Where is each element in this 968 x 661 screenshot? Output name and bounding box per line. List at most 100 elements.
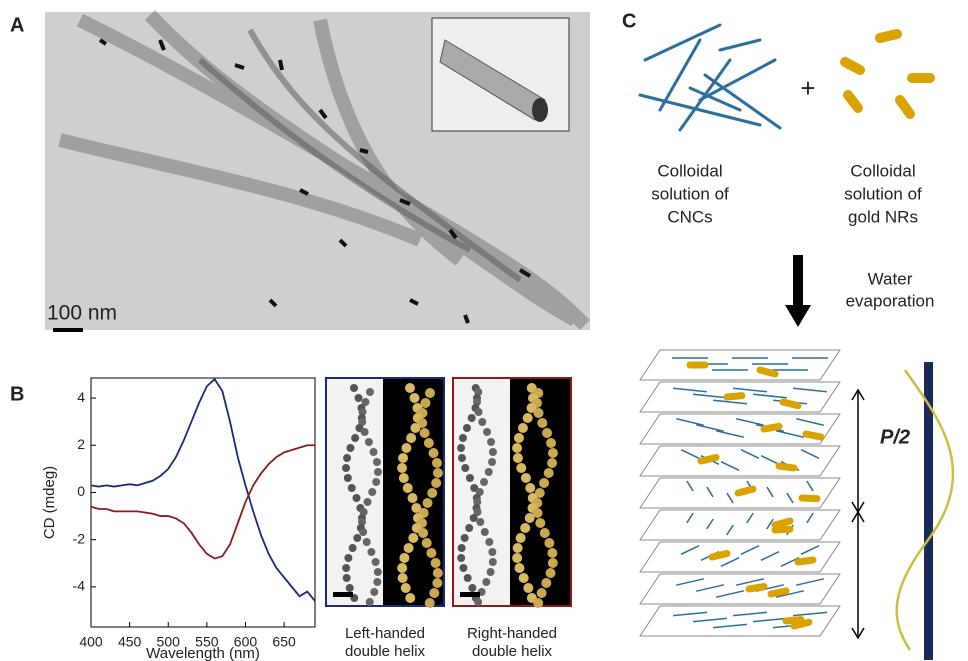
- step-label: Water: [868, 269, 913, 288]
- particle: [363, 538, 371, 546]
- panel-label: C: [622, 10, 636, 32]
- particle: [405, 383, 415, 393]
- scale-bar: [460, 592, 480, 597]
- particle: [372, 558, 380, 566]
- particle: [476, 518, 484, 526]
- particle: [539, 478, 549, 488]
- gold-rod: [794, 622, 809, 626]
- x-tick-label: 650: [272, 634, 296, 650]
- particle: [398, 453, 408, 463]
- particle: [401, 583, 411, 593]
- particle: [342, 564, 350, 572]
- particle: [397, 463, 407, 473]
- particle: [482, 578, 490, 586]
- layer: [640, 510, 840, 540]
- particle: [537, 588, 547, 598]
- particle: [397, 563, 407, 573]
- gold-rod: [760, 370, 775, 374]
- scale-label: 100 nm: [47, 302, 117, 325]
- particle: [481, 528, 489, 536]
- particle: [399, 473, 409, 483]
- particle: [541, 578, 551, 588]
- particle: [458, 544, 466, 552]
- particle: [346, 584, 354, 592]
- particle: [468, 414, 476, 422]
- particle: [433, 468, 443, 478]
- particle: [359, 528, 367, 536]
- particle: [353, 534, 361, 542]
- caption: Colloidal: [850, 161, 915, 180]
- particle: [488, 548, 496, 556]
- particle: [348, 484, 356, 492]
- particle: [408, 533, 418, 543]
- particle: [407, 493, 417, 503]
- particle: [355, 394, 363, 402]
- particle: [432, 458, 442, 468]
- y-axis-label: CD (mdeg): [41, 466, 58, 539]
- inset-cap: [532, 98, 548, 122]
- gold-rod: [738, 489, 753, 493]
- particle: [489, 558, 497, 566]
- particle: [361, 428, 369, 436]
- caption: gold NRs: [848, 207, 918, 226]
- gold-rod: [798, 560, 813, 562]
- particle: [365, 438, 373, 446]
- particle: [427, 488, 437, 498]
- particle: [461, 464, 469, 472]
- particle: [540, 528, 550, 538]
- particle: [433, 568, 443, 578]
- layer: [640, 574, 840, 604]
- caption: double helix: [472, 643, 553, 660]
- particle: [485, 538, 493, 546]
- x-tick-label: 450: [118, 634, 142, 650]
- particle: [463, 424, 471, 432]
- caption: double helix: [345, 643, 426, 660]
- particle: [349, 544, 357, 552]
- figure: A 100 nm B 400450500550600650-4-2024Wave…: [0, 0, 968, 661]
- particle: [429, 448, 439, 458]
- particle: [513, 543, 523, 553]
- particle: [372, 478, 380, 486]
- particle: [534, 408, 544, 418]
- particle: [487, 438, 495, 446]
- particle: [468, 584, 476, 592]
- gold-rod: [771, 591, 786, 594]
- cnc-sticks: [640, 25, 780, 130]
- particle: [457, 554, 465, 562]
- particle: [399, 553, 409, 563]
- particle: [431, 478, 441, 488]
- gold-rod: [712, 554, 727, 557]
- arrow: [785, 255, 811, 327]
- gold-rod: [806, 434, 821, 437]
- scale-bar: [333, 592, 353, 597]
- layer-stack: [640, 350, 840, 636]
- particle: [398, 573, 408, 583]
- particle: [548, 448, 558, 458]
- x-tick-label: 400: [79, 634, 103, 650]
- particle: [488, 458, 496, 466]
- plot-frame: [91, 378, 315, 627]
- gold-rod: [783, 402, 798, 406]
- panel-label: B: [10, 383, 24, 405]
- particle: [350, 384, 358, 392]
- particle: [370, 448, 378, 456]
- caption: Colloidal: [657, 161, 722, 180]
- particle: [459, 564, 467, 572]
- particle: [489, 448, 497, 456]
- particle: [546, 568, 556, 578]
- particle: [404, 543, 414, 553]
- particle: [547, 548, 557, 558]
- caption: solution of: [651, 184, 729, 203]
- particle: [373, 458, 381, 466]
- caption: Left-handed: [345, 625, 425, 642]
- particle: [352, 494, 360, 502]
- particle: [374, 468, 382, 476]
- gold-rod: [749, 586, 764, 589]
- particle: [533, 598, 543, 608]
- page: A 100 nm B 400450500550600650-4-2024Wave…: [0, 0, 968, 661]
- particle: [420, 428, 430, 438]
- particle: [475, 408, 483, 416]
- gold-rod: [779, 466, 794, 468]
- particle: [516, 463, 526, 473]
